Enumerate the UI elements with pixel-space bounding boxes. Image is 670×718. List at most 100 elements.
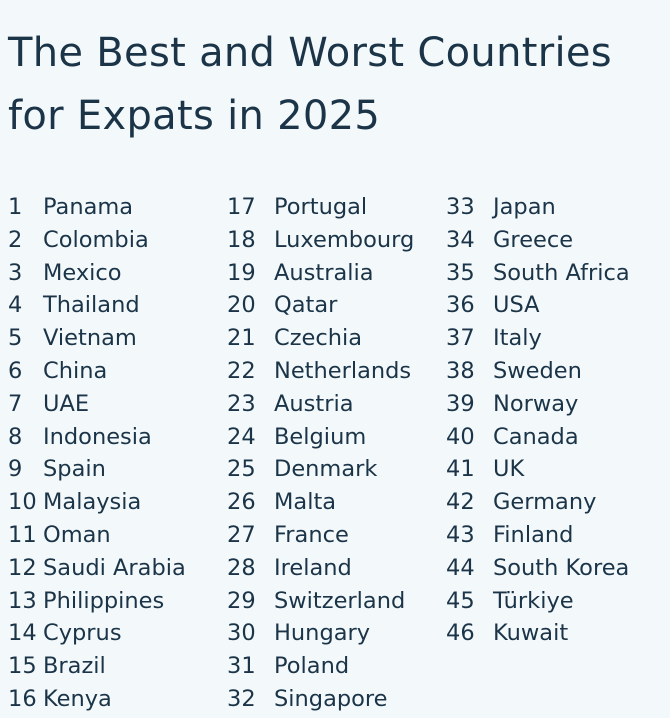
rank-number: 8	[8, 423, 23, 450]
rank-number: 20	[227, 292, 256, 319]
ranking-row: 29 Switzerland	[227, 585, 414, 618]
ranking-column-1: 1 Panama 2 Colombia 3 Mexico 4 Thailand 5 Vietnam…	[8, 191, 186, 716]
rank-number: 26	[227, 489, 256, 516]
country-name: UK	[493, 456, 525, 483]
ranking-row: 35 South Africa	[446, 257, 630, 290]
country-name: Germany	[493, 489, 597, 516]
country-name: Switzerland	[274, 587, 406, 614]
rank-number: 37	[446, 325, 475, 352]
ranking-row: 26 Malta	[227, 486, 414, 519]
rank-number: 11	[8, 521, 37, 548]
rank-number: 40	[446, 423, 475, 450]
ranking-row: 12 Saudi Arabia	[8, 552, 186, 585]
country-name: Luxembourg	[274, 226, 415, 253]
ranking-row: 31 Poland	[227, 650, 414, 683]
ranking-row: 41 UK	[446, 453, 630, 486]
rank-number: 17	[227, 194, 256, 220]
country-name: Denmark	[274, 456, 378, 483]
country-name: Malaysia	[43, 489, 142, 516]
country-name: Thailand	[43, 292, 140, 319]
rank-number: 25	[227, 456, 256, 483]
rank-number: 32	[227, 685, 256, 712]
rank-number: 34	[446, 226, 475, 253]
rank-number: 7	[8, 390, 23, 417]
ranking-row: 17 Portugal	[227, 191, 414, 224]
ranking-row: 19 Australia	[227, 257, 414, 290]
rank-number: 27	[227, 521, 256, 548]
rank-number: 14	[8, 620, 37, 647]
ranking-row: 45 Türkiye	[446, 585, 630, 618]
ranking-row: 13 Philippines	[8, 585, 186, 618]
rank-number: 21	[227, 325, 256, 352]
country-name: Panama	[43, 194, 134, 220]
ranking-row: 30 Hungary	[227, 617, 414, 650]
country-name: Qatar	[274, 292, 338, 319]
ranking-row: 23 Austria	[227, 388, 414, 421]
rank-number: 44	[446, 554, 475, 581]
ranking-row: 39 Norway	[446, 388, 630, 421]
rank-number: 29	[227, 587, 256, 614]
rank-number: 6	[8, 357, 23, 384]
rank-number: 45	[446, 587, 475, 614]
rank-number: 2	[8, 226, 23, 253]
rank-number: 33	[446, 194, 475, 220]
ranking-row: 16 Kenya	[8, 683, 186, 716]
country-name: Hungary	[274, 620, 371, 647]
country-name: Brazil	[43, 653, 106, 680]
ranking-row: 4 Thailand	[8, 289, 186, 322]
rank-number: 13	[8, 587, 37, 614]
country-name: Kenya	[43, 685, 112, 712]
country-name: Malta	[274, 489, 337, 516]
country-name: Saudi Arabia	[43, 554, 186, 581]
rank-number: 36	[446, 292, 475, 319]
country-name: Mexico	[43, 259, 122, 286]
country-name: USA	[493, 292, 540, 319]
ranking-row: 46 Kuwait	[446, 617, 630, 650]
rank-number: 43	[446, 521, 475, 548]
rank-number: 15	[8, 653, 37, 680]
country-name: Australia	[274, 259, 374, 286]
ranking-row: 1 Panama	[8, 191, 186, 224]
ranking-row: 8 Indonesia	[8, 421, 186, 454]
page-title-line-1: The Best and Worst Countries	[8, 30, 612, 76]
country-name: Sweden	[493, 357, 582, 384]
ranking-row: 9 Spain	[8, 453, 186, 486]
country-name: Cyprus	[43, 620, 122, 647]
ranking-row: 36 USA	[446, 289, 630, 322]
ranking-row: 38 Sweden	[446, 355, 630, 388]
ranking-row: 3 Mexico	[8, 257, 186, 290]
ranking-row: 22 Netherlands	[227, 355, 414, 388]
ranking-row: 18 Luxembourg	[227, 224, 414, 257]
rank-number: 28	[227, 554, 256, 581]
rank-number: 42	[446, 489, 475, 516]
ranking-row: 11 Oman	[8, 519, 186, 552]
country-name: South Africa	[493, 259, 630, 286]
ranking-row: 6 China	[8, 355, 186, 388]
country-name: South Korea	[493, 554, 630, 581]
ranking-row: 42 Germany	[446, 486, 630, 519]
rank-number: 22	[227, 357, 256, 384]
country-name: Philippines	[43, 587, 165, 614]
country-name: Ireland	[274, 554, 352, 581]
rank-number: 4	[8, 292, 23, 319]
rank-number: 46	[446, 620, 475, 647]
country-name: Oman	[43, 521, 111, 548]
country-name: Türkiye	[493, 587, 574, 614]
rank-number: 9	[8, 456, 23, 483]
rank-number: 24	[227, 423, 256, 450]
rank-number: 38	[446, 357, 475, 384]
rank-number: 5	[8, 325, 23, 352]
country-name: Belgium	[274, 423, 367, 450]
ranking-row: 28 Ireland	[227, 552, 414, 585]
country-name: China	[43, 357, 108, 384]
country-name: Kuwait	[493, 620, 569, 647]
country-name: Spain	[43, 456, 106, 483]
rank-number: 10	[8, 489, 37, 516]
ranking-column-2: 17 Portugal 18 Luxembourg 19 Australia 20 Qatar…	[227, 191, 414, 716]
country-name: Norway	[493, 390, 579, 417]
country-name: Netherlands	[274, 357, 412, 384]
page-title: The Best and Worst Countries for Expats …	[8, 22, 663, 148]
ranking-row: 24 Belgium	[227, 421, 414, 454]
country-name: Vietnam	[43, 325, 137, 352]
ranking-row: 40 Canada	[446, 421, 630, 454]
